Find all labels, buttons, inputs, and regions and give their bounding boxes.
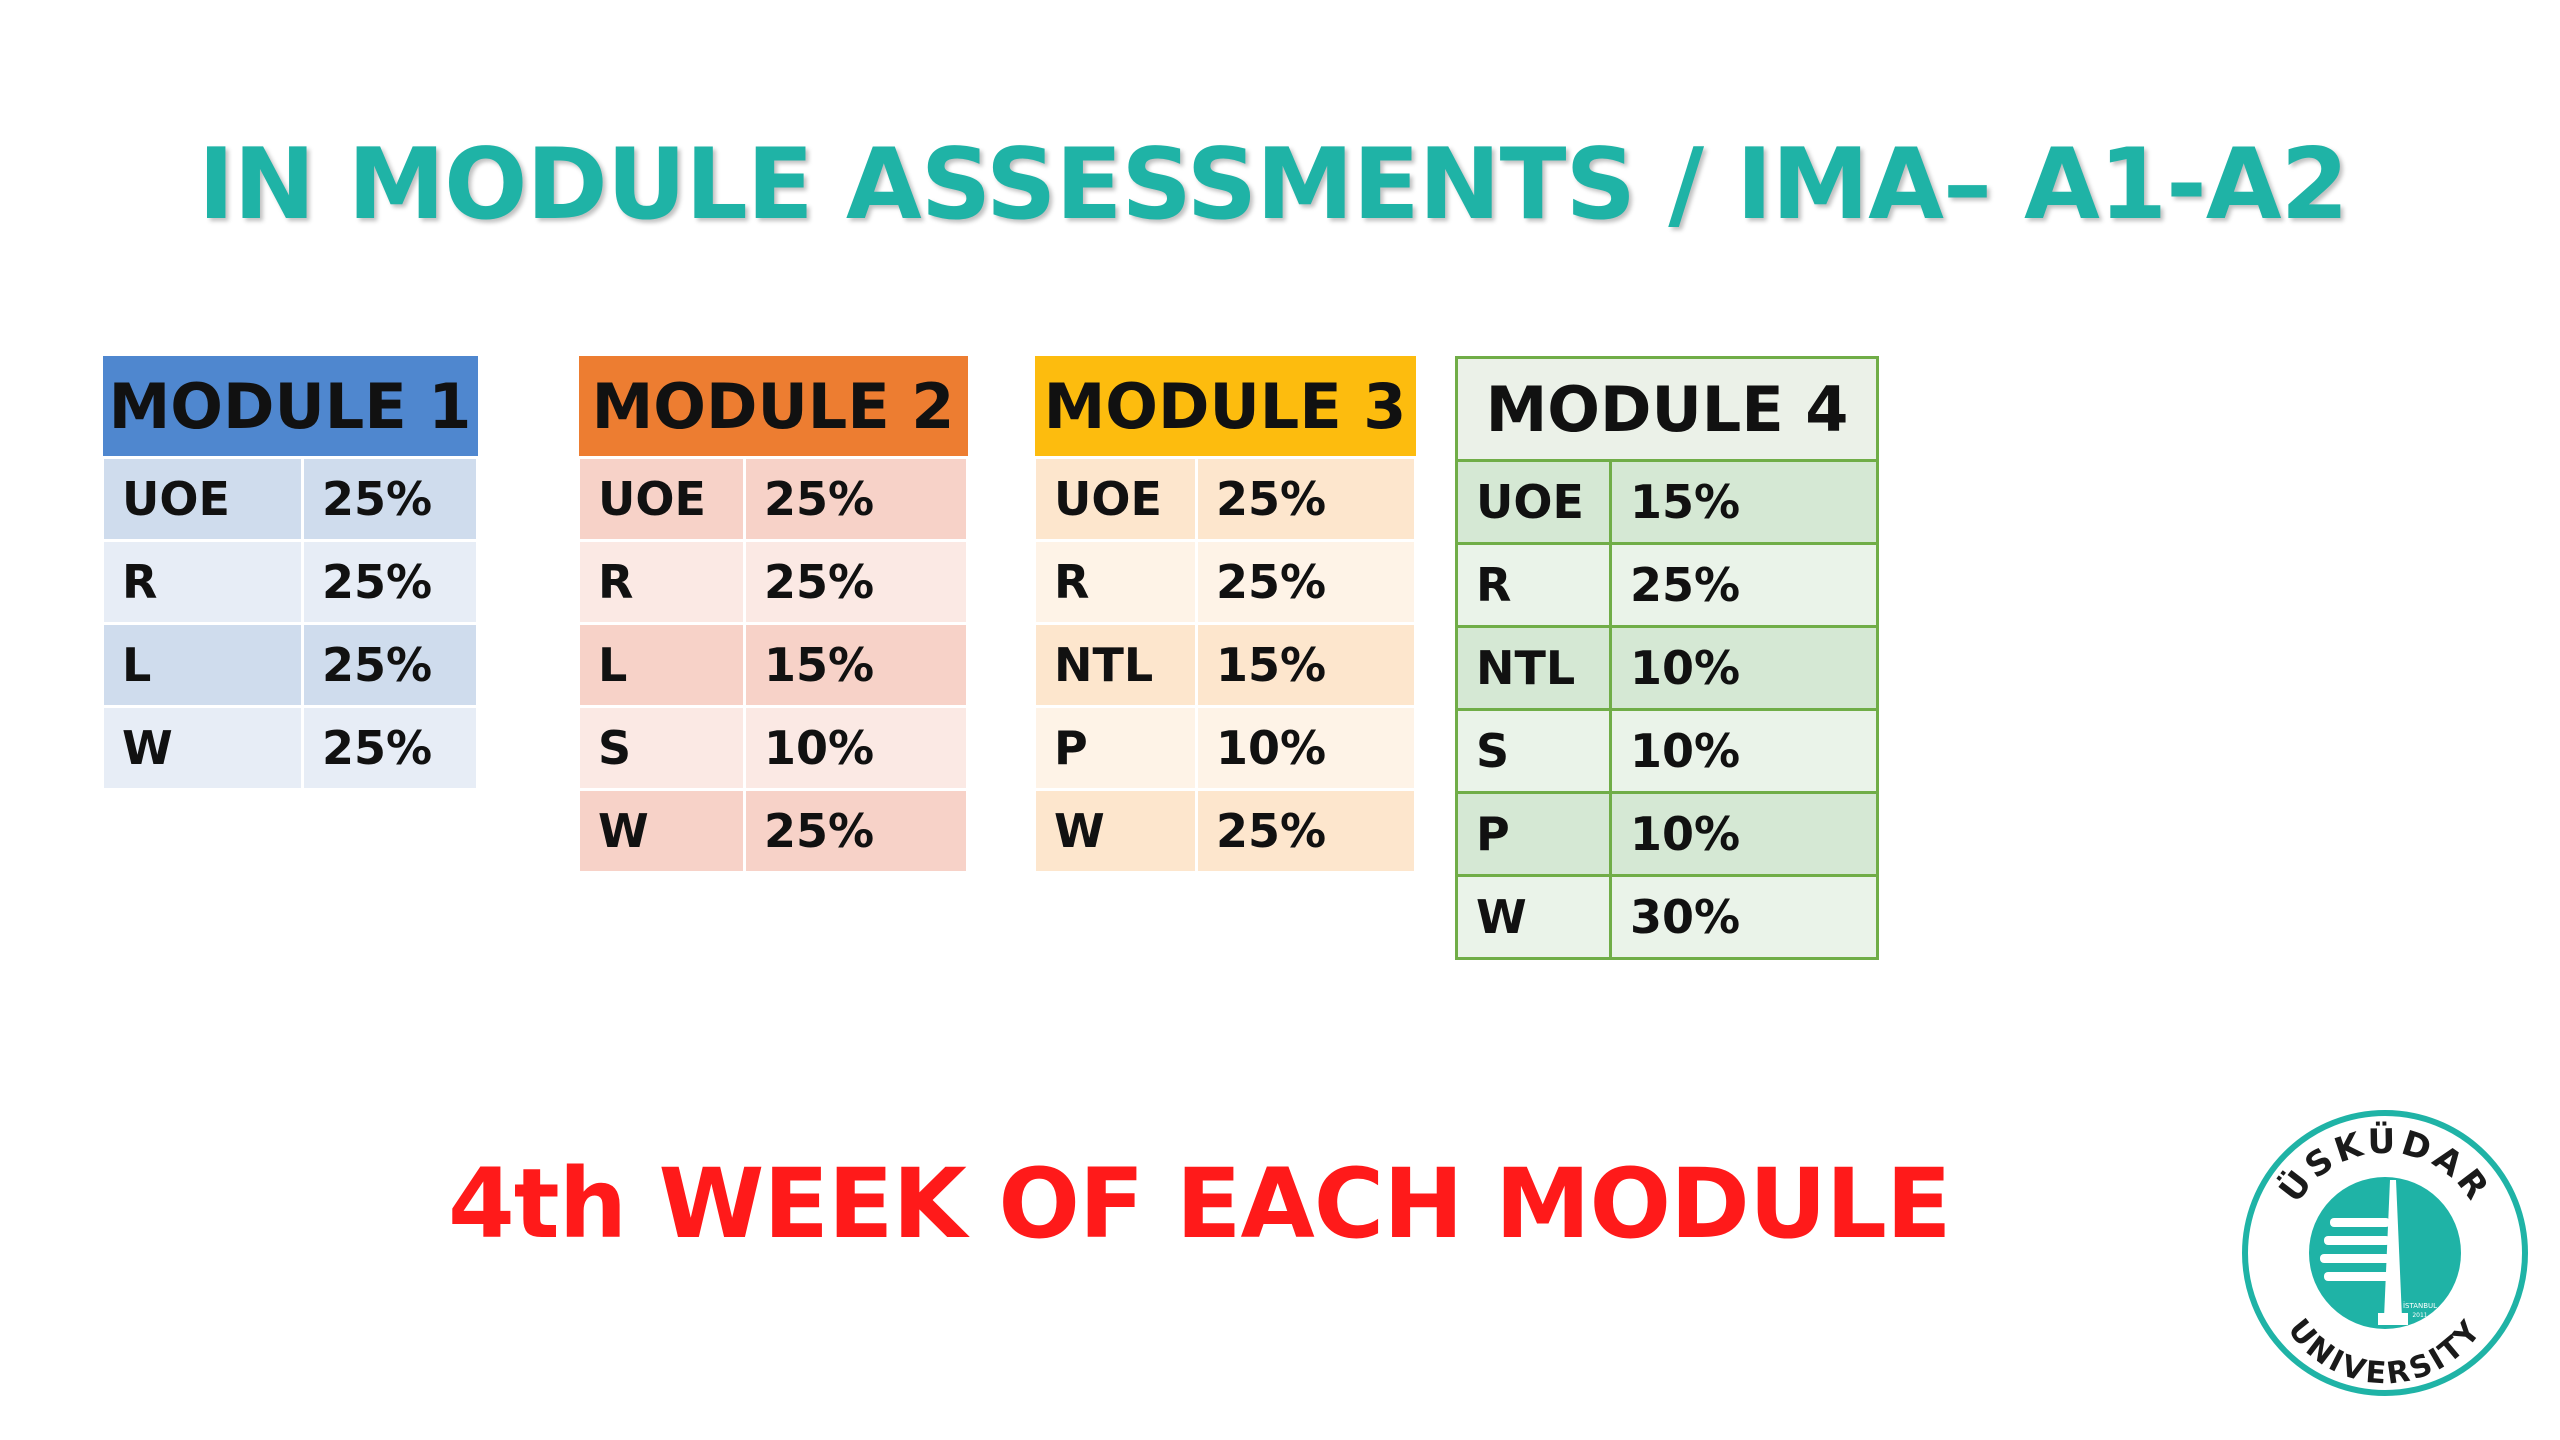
weight-cell: 25%	[1195, 456, 1417, 542]
skill-cell: UOE	[101, 456, 304, 542]
table-row: R 25%	[101, 539, 479, 625]
logo-inner-disc	[2309, 1177, 2461, 1329]
skill-cell: P	[1455, 791, 1612, 877]
weight-cell: 10%	[1609, 625, 1879, 711]
skill-cell: S	[577, 705, 746, 791]
skill-cell: UOE	[577, 456, 746, 542]
table-row: W 25%	[577, 788, 969, 874]
weight-cell: 25%	[301, 622, 479, 708]
table-row: W 25%	[101, 705, 479, 791]
module-2-header: MODULE 2	[578, 356, 968, 458]
module-1-table: MODULE 1 UOE 25% R 25% L 25% W 25%	[101, 356, 479, 791]
table-row: P 10%	[1033, 705, 1417, 791]
table-row: P 10%	[1455, 791, 1879, 877]
skill-cell: R	[1033, 539, 1198, 625]
module-3-table: MODULE 3 UOE 25% R 25% NTL 15% P 10% W 25%	[1033, 356, 1417, 874]
table-row: UOE 25%	[101, 456, 479, 542]
logo-year-text: 2011	[2412, 1312, 2427, 1319]
table-row: R 25%	[1033, 539, 1417, 625]
skill-cell: W	[577, 788, 746, 874]
module-1-header: MODULE 1	[102, 356, 478, 458]
table-row: S 10%	[577, 705, 969, 791]
table-row: UOE 15%	[1455, 459, 1879, 545]
weight-cell: 25%	[301, 539, 479, 625]
page-title: IN MODULE ASSESSMENTS / IMA– A1-A2	[198, 128, 2349, 242]
table-row: NTL 15%	[1033, 622, 1417, 708]
table-row: W 30%	[1455, 874, 1879, 960]
uskudar-university-logo: ÜSKÜDAR UNIVERSITY İSTANBUL 2011	[2242, 1110, 2528, 1396]
skill-cell: W	[101, 705, 304, 791]
skill-cell: R	[101, 539, 304, 625]
weight-cell: 25%	[743, 788, 969, 874]
skill-cell: UOE	[1455, 459, 1612, 545]
skill-cell: NTL	[1455, 625, 1612, 711]
weight-cell: 25%	[1609, 542, 1879, 628]
skill-cell: P	[1033, 705, 1198, 791]
weight-cell: 25%	[1195, 788, 1417, 874]
weight-cell: 10%	[1195, 705, 1417, 791]
weight-cell: 15%	[743, 622, 969, 708]
weight-cell: 25%	[1195, 539, 1417, 625]
skill-cell: W	[1033, 788, 1198, 874]
weight-cell: 30%	[1609, 874, 1879, 960]
weight-cell: 25%	[301, 705, 479, 791]
table-row: L 15%	[577, 622, 969, 708]
table-row: L 25%	[101, 622, 479, 708]
weight-cell: 10%	[1609, 708, 1879, 794]
tower-icon	[2320, 1180, 2408, 1325]
skill-cell: L	[101, 622, 304, 708]
schedule-note: 4th WEEK OF EACH MODULE	[448, 1148, 1952, 1260]
weight-cell: 10%	[1609, 791, 1879, 877]
table-row: R 25%	[577, 539, 969, 625]
table-row: S 10%	[1455, 708, 1879, 794]
skill-cell: W	[1455, 874, 1612, 960]
table-row: NTL 10%	[1455, 625, 1879, 711]
skill-cell: R	[577, 539, 746, 625]
module-2-table: MODULE 2 UOE 25% R 25% L 15% S 10% W 25%	[577, 356, 969, 874]
table-row: W 25%	[1033, 788, 1417, 874]
weight-cell: 10%	[743, 705, 969, 791]
skill-cell: L	[577, 622, 746, 708]
skill-cell: UOE	[1033, 456, 1198, 542]
weight-cell: 25%	[743, 456, 969, 542]
table-row: UOE 25%	[1033, 456, 1417, 542]
skill-cell: R	[1455, 542, 1612, 628]
table-row: R 25%	[1455, 542, 1879, 628]
weight-cell: 15%	[1195, 622, 1417, 708]
module-3-header: MODULE 3	[1034, 356, 1416, 458]
weight-cell: 15%	[1609, 459, 1879, 545]
weight-cell: 25%	[301, 456, 479, 542]
skill-cell: S	[1455, 708, 1612, 794]
module-4-header: MODULE 4	[1456, 357, 1878, 462]
table-row: UOE 25%	[577, 456, 969, 542]
logo-city-text: İSTANBUL	[2403, 1301, 2437, 1310]
weight-cell: 25%	[743, 539, 969, 625]
skill-cell: NTL	[1033, 622, 1198, 708]
